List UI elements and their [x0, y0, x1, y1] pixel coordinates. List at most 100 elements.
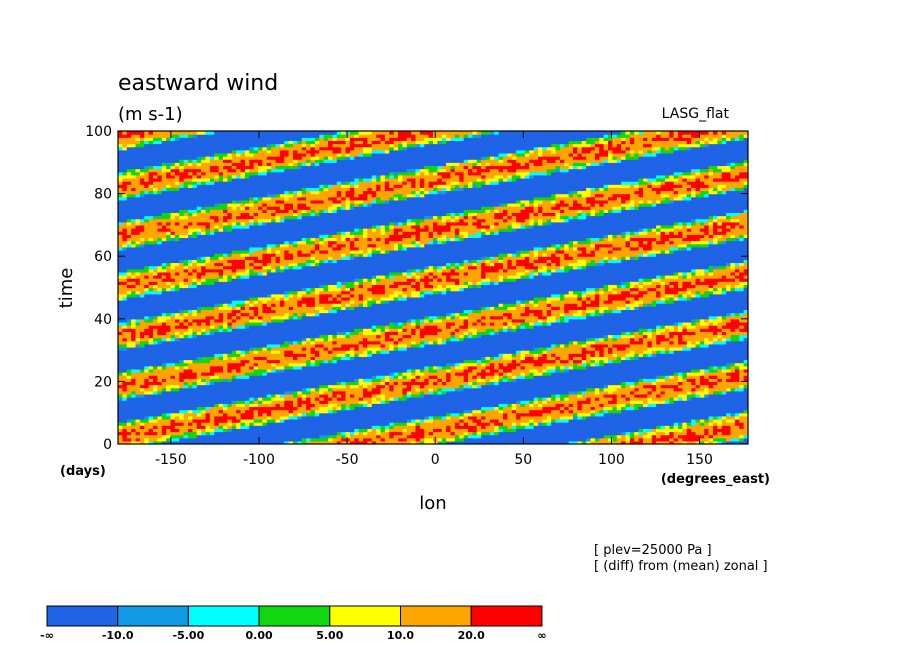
heatmap-cell: [183, 425, 189, 429]
heatmap-cell: [634, 431, 640, 436]
heatmap-cell: [279, 415, 285, 420]
heatmap-cell: [551, 412, 557, 417]
heatmap-cell: [594, 412, 600, 417]
heatmap-cell: [472, 425, 478, 429]
heatmap-cell: [638, 440, 644, 444]
heatmap-cell: [240, 431, 246, 436]
heatmap-cell: [437, 422, 443, 426]
heatmap-cell: [341, 415, 347, 420]
heatmap-cell: [511, 422, 517, 426]
heatmap-cell: [214, 428, 220, 433]
heatmap-cell: [188, 425, 193, 429]
heatmap-cell: [236, 440, 242, 444]
heatmap-cell: [695, 422, 701, 426]
heatmap-cell: [481, 437, 487, 442]
heatmap-cell: [647, 425, 653, 429]
heatmap-cell: [686, 415, 692, 420]
heatmap-cell: [363, 409, 368, 414]
heatmap-cell: [358, 425, 364, 429]
heatmap-cell: [341, 403, 347, 408]
heatmap-cell: [209, 428, 215, 433]
heatmap-cell: [568, 425, 574, 429]
heatmap-cell: [476, 434, 482, 439]
heatmap-cell: [503, 437, 508, 442]
heatmap-cell: [214, 437, 220, 442]
heatmap-cell: [244, 412, 250, 417]
heatmap-cell: [196, 431, 202, 436]
heatmap-cell: [144, 434, 150, 439]
heatmap-cell: [594, 440, 600, 444]
heatmap-cell: [454, 434, 460, 439]
heatmap-cell: [148, 428, 154, 433]
heatmap-cell: [376, 440, 382, 444]
heatmap-cell: [358, 409, 364, 414]
heatmap-cell: [454, 415, 460, 420]
heatmap-cell: [682, 406, 688, 411]
heatmap-cell: [161, 422, 167, 426]
heatmap-cell: [363, 434, 368, 439]
heatmap-cell: [603, 409, 609, 414]
heatmap-cell: [358, 403, 364, 408]
heatmap-cell: [612, 418, 618, 423]
heatmap-cell: [428, 412, 434, 417]
heatmap-cell: [542, 412, 548, 417]
heatmap-cell: [341, 431, 347, 436]
heatmap-cell: [695, 415, 701, 420]
heatmap-cell: [398, 434, 403, 439]
heatmap-cell: [555, 406, 561, 411]
heatmap-cell: [664, 437, 670, 442]
heatmap-cell: [153, 422, 158, 426]
heatmap-cell: [345, 434, 351, 439]
heatmap-cell: [354, 431, 360, 436]
heatmap-cell: [538, 440, 543, 444]
heatmap-cell: [279, 418, 285, 423]
heatmap-cell: [450, 422, 456, 426]
heatmap-cell: [498, 403, 504, 408]
heatmap-cell: [179, 409, 185, 414]
heatmap-cell: [441, 440, 447, 444]
heatmap-cell: [494, 431, 500, 436]
heatmap-cell: [717, 415, 723, 420]
heatmap-cell: [721, 418, 727, 423]
heatmap-cell: [214, 406, 220, 411]
heatmap-cell: [468, 418, 473, 423]
heatmap-cell: [415, 415, 421, 420]
heatmap-cell: [402, 415, 408, 420]
heatmap-cell: [481, 406, 487, 411]
heatmap-cell: [118, 406, 123, 411]
heatmap-cell: [363, 403, 368, 408]
heatmap-cell: [494, 437, 500, 442]
heatmap-cell: [608, 434, 613, 439]
heatmap-cell: [629, 409, 635, 414]
heatmap-cell: [721, 406, 727, 411]
heatmap-cell: [258, 412, 263, 417]
heatmap-cell: [253, 431, 259, 436]
heatmap-cell: [669, 431, 675, 436]
heatmap-cell: [472, 422, 478, 426]
heatmap-cell: [328, 425, 333, 429]
heatmap-cell: [489, 437, 495, 442]
heatmap-cell: [704, 428, 710, 433]
heatmap-cell: [629, 434, 635, 439]
heatmap-cell: [608, 428, 613, 433]
heatmap-cell: [691, 422, 697, 426]
heatmap-cell: [678, 412, 683, 417]
heatmap-cell: [608, 440, 613, 444]
heatmap-cell: [170, 422, 176, 426]
heatmap-cell: [669, 415, 675, 420]
heatmap-cell: [494, 428, 500, 433]
heatmap-cell: [538, 412, 543, 417]
heatmap-cell: [446, 434, 452, 439]
heatmap-cell: [507, 406, 513, 411]
heatmap-cell: [629, 431, 635, 436]
heatmap-cell: [153, 425, 158, 429]
heatmap-cell: [279, 403, 285, 408]
heatmap-cell: [546, 403, 552, 408]
heatmap-cell: [262, 434, 268, 439]
heatmap-cell: [323, 425, 329, 429]
heatmap-cell: [262, 437, 268, 442]
heatmap-cell: [559, 422, 565, 426]
heatmap-cell: [170, 406, 176, 411]
heatmap-cell: [446, 437, 452, 442]
heatmap-cell: [494, 434, 500, 439]
